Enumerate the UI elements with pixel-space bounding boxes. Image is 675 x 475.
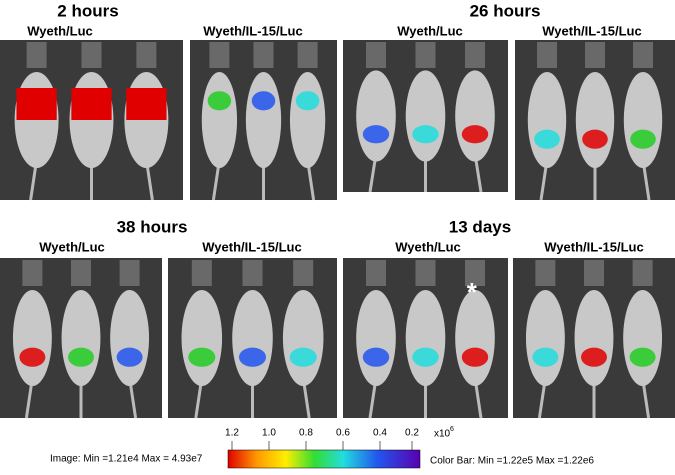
nose-cone (71, 260, 91, 286)
mouse (405, 70, 446, 162)
signal (207, 91, 232, 111)
mouse (181, 290, 223, 386)
nose-cone (81, 42, 102, 68)
signal (629, 347, 656, 367)
colorbar-tick-label: 1.0 (262, 428, 276, 439)
signal (19, 347, 46, 367)
nose-cone (465, 42, 485, 68)
signal (412, 347, 439, 367)
image-label: Wyeth/Luc (395, 239, 461, 254)
signal (116, 347, 143, 367)
nose-cone (191, 260, 212, 286)
nose-cone (465, 260, 485, 286)
mouse (110, 290, 150, 386)
mouse (527, 72, 567, 168)
image-range: Image: Min =1.21e4 Max = 4.93e7 (50, 454, 203, 465)
signal (251, 91, 276, 111)
nose-cone (136, 42, 157, 68)
nose-cone (366, 260, 386, 286)
signal (630, 129, 656, 149)
signal (289, 347, 317, 367)
mouse (405, 290, 446, 386)
unit-base: x10 (434, 429, 451, 440)
nose-cone (253, 42, 274, 68)
nose-cone (366, 42, 386, 68)
mouse (623, 72, 663, 168)
signal (238, 347, 267, 367)
mouse (623, 290, 663, 386)
colorbar-tick-label: 0.4 (373, 428, 387, 439)
mouse (356, 70, 396, 162)
mouse (282, 290, 324, 386)
nose-cone (585, 42, 605, 68)
nose-cone (297, 42, 318, 68)
signal (534, 129, 560, 149)
nose-cone (633, 42, 653, 68)
signal (461, 125, 489, 144)
signal (412, 125, 439, 144)
signal (362, 125, 390, 144)
mouse (289, 72, 326, 168)
bar-range: Color Bar: Min =1.22e5 Max =1.22e6 (430, 456, 594, 467)
image-label: Wyeth/Luc (39, 239, 105, 254)
signal (532, 347, 559, 367)
image-label: Wyeth/IL-15/Luc (542, 23, 641, 38)
image-label: Wyeth/Luc (397, 23, 463, 38)
signal (126, 88, 167, 120)
signal (362, 347, 390, 367)
mouse (232, 290, 273, 386)
nose-cone (584, 260, 604, 286)
unit-exponent: 6 (450, 426, 454, 433)
signal (16, 88, 57, 120)
signal (71, 88, 112, 120)
signal (295, 91, 320, 111)
nose-cone (209, 42, 230, 68)
mouse (201, 72, 238, 168)
nose-cone (293, 260, 314, 286)
nose-cone (119, 260, 140, 286)
annotation: * (467, 277, 478, 307)
nose-cone (537, 42, 557, 68)
mouse (525, 290, 565, 386)
signal (581, 347, 607, 367)
mouse (245, 72, 282, 168)
nose-cone (535, 260, 556, 286)
mouse (12, 290, 52, 386)
signal (68, 347, 94, 367)
mouse (61, 290, 101, 386)
nose-cone (632, 260, 653, 286)
colorbar-tick-label: 1.2 (225, 428, 239, 439)
nose-cone (26, 42, 47, 68)
nose-cone (415, 260, 436, 286)
signal (188, 347, 216, 367)
colorbar-tick-label: 0.8 (299, 428, 313, 439)
panel-title: 2 hours (57, 1, 118, 20)
color-bar (227, 449, 421, 469)
nose-cone (242, 260, 263, 286)
nose-cone (22, 260, 43, 286)
image-label: Wyeth/IL-15/Luc (202, 239, 301, 254)
panel-title: 38 hours (117, 217, 188, 236)
mouse (356, 290, 396, 386)
nose-cone (415, 42, 436, 68)
mouse (574, 290, 614, 386)
colorbar-tick-label: 0.6 (336, 428, 350, 439)
panel-title: 26 hours (470, 1, 541, 20)
signal (582, 129, 608, 149)
mouse (455, 70, 495, 162)
image-label: Wyeth/Luc (27, 23, 93, 38)
signal (461, 347, 489, 367)
colorbar-tick-label: 0.2 (405, 428, 419, 439)
panel-title: 13 days (449, 217, 511, 236)
mouse (575, 72, 615, 168)
image-label: Wyeth/IL-15/Luc (203, 23, 302, 38)
image-label: Wyeth/IL-15/Luc (544, 239, 643, 254)
